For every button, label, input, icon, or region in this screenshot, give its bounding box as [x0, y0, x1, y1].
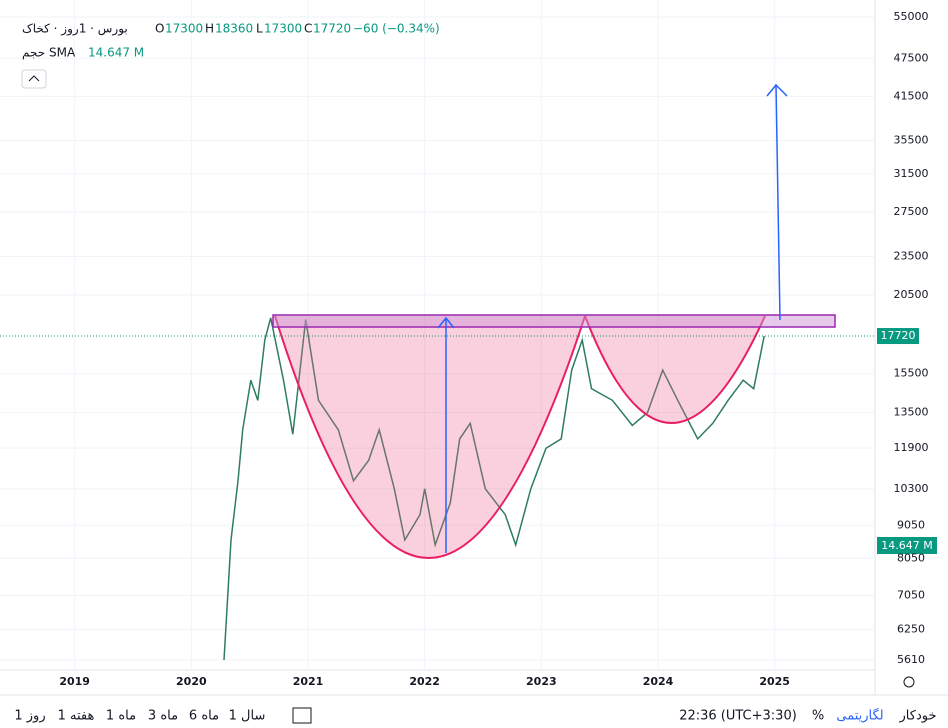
range-button[interactable]: 3 ماه [148, 709, 178, 724]
y-tick-label: 7050 [897, 589, 925, 602]
log-toggle[interactable]: لگاریتمی [836, 708, 883, 724]
y-tick-label: 41500 [894, 89, 929, 102]
x-tick-label: 2020 [176, 675, 207, 688]
ohlc-value: 18360 [215, 22, 253, 36]
y-tick-label: 5610 [897, 653, 925, 666]
price-line [223, 317, 765, 661]
symbol-title: بورس · 1روز · کخاک [22, 22, 128, 37]
ohlc-label: O [155, 22, 164, 36]
range-button[interactable]: 6 ماه [189, 709, 219, 724]
y-tick-label: 55000 [894, 10, 929, 23]
settings-icon[interactable] [903, 676, 915, 688]
x-tick-label: 2023 [526, 675, 557, 688]
range-button[interactable]: 1 روز [14, 709, 45, 724]
x-tick-label: 2019 [59, 675, 90, 688]
indicator-name: حجم SMA [22, 46, 76, 60]
handle-curve [584, 315, 766, 424]
x-tick-label: 2022 [409, 675, 440, 688]
y-tick-label: 20500 [894, 288, 929, 301]
percent-toggle[interactable]: % [812, 709, 824, 724]
y-tick-label: 9050 [897, 518, 925, 531]
last-price-badge [877, 328, 919, 345]
y-tick-label: 27500 [894, 205, 929, 218]
y-tick-label: 31500 [894, 167, 929, 180]
y-tick-label: 13500 [894, 406, 929, 419]
target-arrow [775, 84, 781, 321]
volume-badge [877, 537, 937, 554]
ohlc-label: L [256, 22, 263, 36]
y-tick-label: 8050 [897, 551, 925, 564]
legend-header: بورس · 1روز · کخاک O 17300 H 18360 L 173… [21, 22, 440, 89]
y-tick-label: 11900 [894, 441, 929, 454]
date-range-icon[interactable] [292, 707, 312, 724]
ohlc-value: 17720 [313, 22, 351, 36]
collapse-icon [28, 75, 40, 82]
ohlc-label: C [304, 22, 312, 36]
auto-toggle[interactable]: خودکار [899, 709, 937, 724]
y-tick-label: 35500 [894, 133, 929, 146]
x-tick-label: 2024 [643, 675, 674, 688]
y-tick-label: 15500 [894, 367, 929, 380]
plot [0, 0, 875, 670]
ohlc-label: H [205, 22, 214, 36]
range-button[interactable]: 1 ماه [106, 709, 136, 724]
toolbar: % لگاریتمی خودکار 22:36 (UTC+3:30) 1 روز… [14, 676, 937, 724]
handle-fill [585, 316, 765, 423]
range-button[interactable]: 1 هفته [58, 709, 95, 724]
y-tick-label: 6250 [897, 623, 925, 636]
x-tick-label: 2021 [293, 675, 324, 688]
y-tick-label: 47500 [894, 51, 929, 64]
volume-badge-label: 14.647 M [881, 539, 932, 552]
last-price-label: 17720 [881, 329, 916, 342]
resistance-zone [272, 314, 836, 328]
collapse-button[interactable] [21, 69, 47, 89]
range-button[interactable]: 1 سال [229, 709, 266, 724]
clock[interactable]: 22:36 (UTC+3:30) [679, 709, 797, 724]
y-tick-label: 10300 [894, 482, 929, 495]
ohlc-value: 17300 [264, 22, 302, 36]
arrow-head [766, 83, 788, 97]
indicator-value: 14.647 M [88, 46, 144, 60]
ohlc-change: −60 (−0.34%) [353, 22, 440, 36]
y-tick-label: 23500 [894, 250, 929, 263]
ohlc-value: 17300 [165, 22, 203, 36]
cup-curve [274, 315, 586, 559]
arrow-head [437, 316, 455, 329]
x-tick-label: 2025 [759, 675, 790, 688]
